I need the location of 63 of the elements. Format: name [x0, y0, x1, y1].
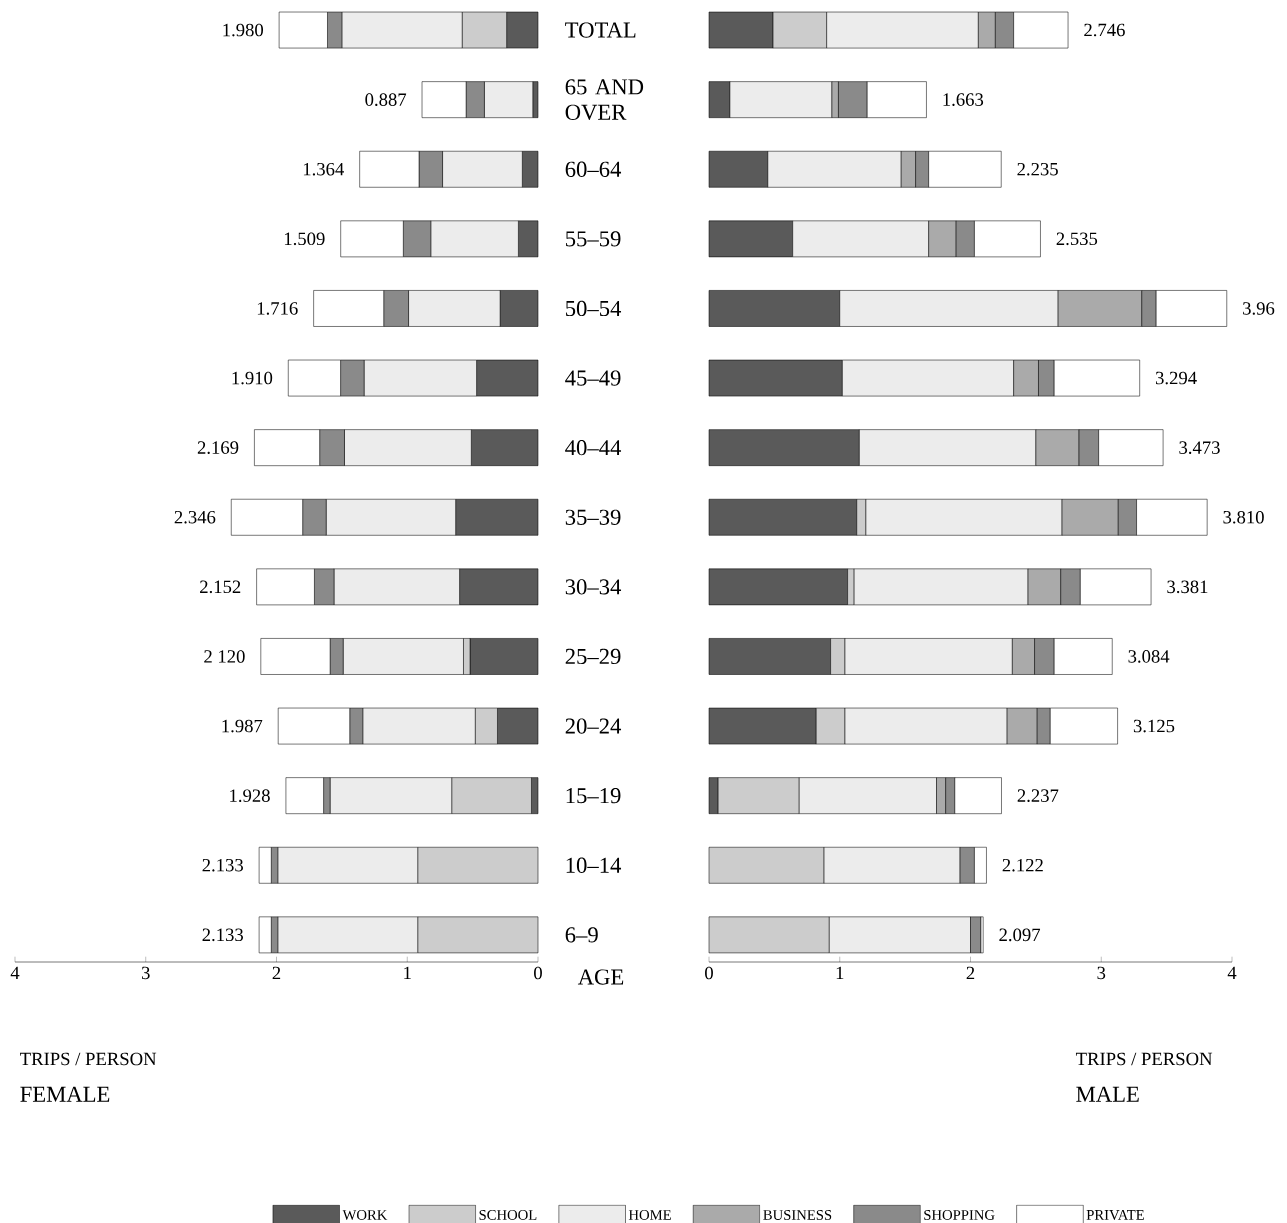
- legend-label: HOME: [628, 1210, 671, 1220]
- x-tick-label: 2: [966, 966, 975, 980]
- x-tick-label: 3: [1097, 966, 1106, 980]
- y-tick-label: 15–19: [566, 788, 621, 804]
- legend-label: PRIVATE: [1086, 1210, 1144, 1220]
- total-label: 3.294: [1155, 371, 1197, 385]
- total-label: 1.364: [303, 162, 344, 176]
- y-tick-label: 40–44: [565, 440, 622, 456]
- total-label: 2.169: [197, 441, 239, 454]
- total-label: 3.381: [1167, 580, 1208, 594]
- total-label: 2.746: [1084, 23, 1125, 37]
- total-label: 2.237: [1017, 789, 1059, 802]
- y-tick-label: 30–34: [565, 579, 622, 595]
- total-label: 3.084: [1128, 650, 1170, 663]
- total-label: 1.910: [232, 371, 273, 385]
- total-label: 3.810: [1223, 510, 1264, 524]
- total-label: 1.987: [222, 719, 263, 733]
- total-label: 3.125: [1133, 719, 1175, 733]
- y-tick-label: 10–14: [566, 857, 622, 873]
- y-tick-label: 25–29: [565, 648, 621, 665]
- y-tick-label: 6–9: [565, 927, 598, 943]
- total-label: 3.473: [1179, 441, 1220, 454]
- total-label: 1.980: [223, 23, 264, 37]
- total-label: 2.133: [202, 928, 244, 942]
- y-tick-label: 55–59: [566, 231, 621, 247]
- x-tick-label: 1: [836, 966, 844, 980]
- x-tick-label: 1: [404, 966, 411, 980]
- y-axis-title: AGE: [577, 969, 624, 985]
- total-label: 1.928: [230, 789, 270, 803]
- x-tick-label: 0: [705, 966, 713, 980]
- x-tick-label: 0: [534, 966, 542, 980]
- legend-label: SCHOOL: [479, 1210, 537, 1220]
- y-tick-label: 60–64: [565, 161, 622, 177]
- total-label: 2.122: [1002, 858, 1043, 872]
- x-axis-title: TRIPS / PERSON: [1075, 1052, 1213, 1066]
- y-tick-label: 65 AND OVER: [565, 79, 644, 120]
- y-tick-label: 35–39: [565, 509, 621, 525]
- legend-label: BUSINESS: [763, 1210, 832, 1220]
- total-label: 1.663: [943, 93, 984, 106]
- y-tick-label: 50–54: [566, 300, 622, 317]
- x-tick-label: 4: [1227, 966, 1237, 980]
- legend-label: SHOPPING: [924, 1210, 995, 1220]
- total-label: 3.96: [1243, 302, 1275, 315]
- total-label: 0.887: [365, 93, 407, 106]
- total-label: 2.346: [174, 510, 216, 524]
- total-label: 2.097: [999, 928, 1041, 942]
- total-label: 1.509: [284, 232, 325, 246]
- x-axis-title: TRIPS / PERSON: [20, 1052, 157, 1066]
- text: MALE: [1076, 1086, 1139, 1102]
- legend-label: WORK: [342, 1210, 388, 1220]
- total-label: 1.716: [257, 302, 298, 315]
- total-label: 2.235: [1017, 162, 1058, 176]
- y-tick-label: 20–24: [565, 718, 622, 734]
- total-label: 2.133: [202, 858, 244, 872]
- x-tick-label: 4: [10, 966, 20, 980]
- total-label: 2.535: [1056, 232, 1098, 246]
- y-tick-label: TOTAL: [565, 22, 636, 38]
- x-tick-label: 3: [141, 966, 150, 980]
- text: FEMALE: [20, 1086, 110, 1102]
- x-tick-label: 2: [272, 966, 281, 980]
- y-tick-label: 45–49: [565, 370, 621, 386]
- total-label: 2.152: [200, 580, 241, 594]
- total-label: 2 120: [204, 650, 245, 663]
